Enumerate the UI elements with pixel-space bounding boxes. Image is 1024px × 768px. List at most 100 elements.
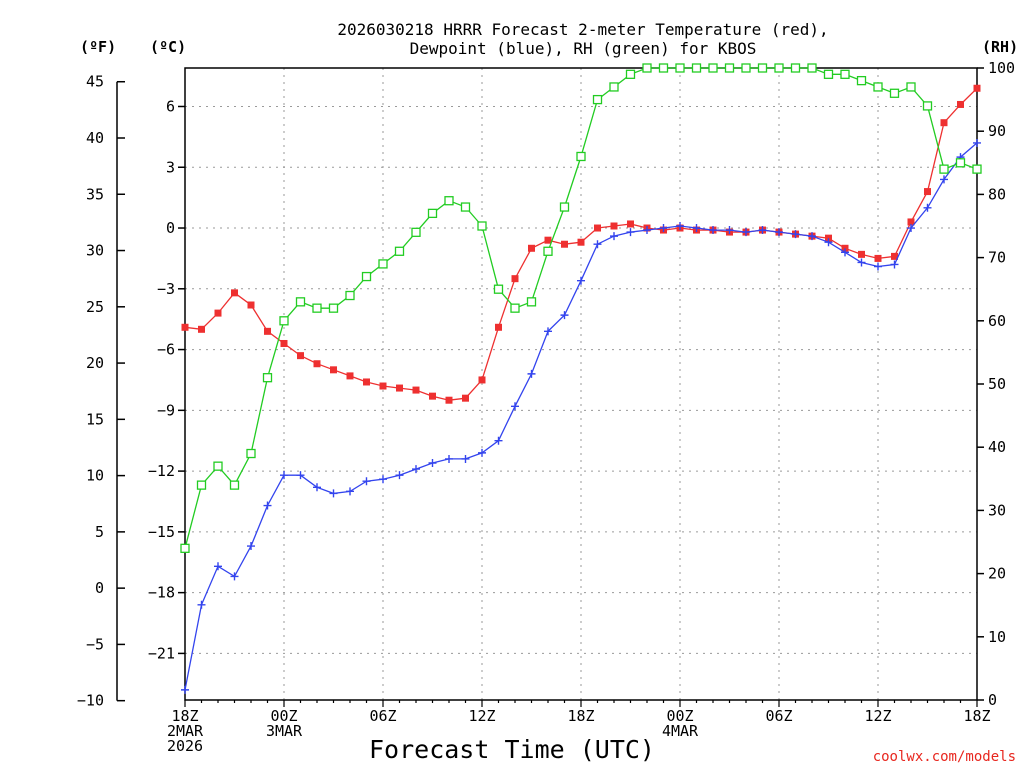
fahrenheit-tick-label: −5 — [86, 635, 104, 653]
dewpoint-point — [857, 258, 866, 267]
dewpoint-point — [923, 203, 932, 212]
rh-point — [229, 480, 240, 490]
celsius-tick-label: −18 — [148, 584, 175, 602]
fahrenheit-tick-label: 5 — [95, 523, 104, 541]
x-tick-label: 12Z — [864, 707, 891, 725]
x-tick-label: 18Z — [567, 707, 594, 725]
rh-tick-label: 70 — [988, 249, 1006, 267]
series-temperature — [181, 84, 981, 404]
temperature-point — [231, 289, 238, 297]
rh-point — [246, 448, 256, 459]
x-tick-label: 06Z — [765, 707, 792, 725]
dewpoint-point — [428, 459, 437, 467]
rh-point — [823, 69, 834, 79]
dewpoint-point — [263, 501, 272, 510]
rh-point — [691, 63, 702, 73]
dewpoint-point — [659, 224, 668, 233]
dewpoint-point — [511, 402, 519, 411]
dewpoint-point — [824, 238, 833, 247]
dewpoint-point — [329, 489, 338, 498]
dewpoint-point — [775, 228, 783, 237]
fahrenheit-tick-label: 40 — [86, 129, 104, 147]
dewpoint-point — [247, 542, 255, 551]
dewpoint-point — [478, 448, 486, 457]
dewpoint-point — [362, 477, 371, 486]
credit-text: coolwx.com/models — [873, 749, 1016, 765]
temperature-point — [379, 382, 387, 390]
temperature-point — [478, 376, 486, 384]
temperature-point — [198, 325, 205, 333]
dewpoint-point — [445, 454, 453, 463]
dewpoint-point — [676, 222, 684, 230]
dewpoint-point — [296, 471, 305, 480]
x-tick-label: 12Z — [468, 707, 495, 725]
rh-point — [460, 202, 471, 212]
dewpoint-point — [841, 248, 849, 257]
rh-unit-label: (RH) — [982, 38, 1018, 56]
fahrenheit-unit-label: (ºF) — [80, 38, 116, 56]
x-tick-label: 3MAR — [266, 722, 303, 740]
celsius-tick-label: −3 — [157, 280, 175, 298]
dewpoint-point — [940, 175, 948, 184]
dewpoint-point — [494, 436, 503, 445]
temperature-point — [610, 222, 618, 230]
dewpoint-point — [313, 483, 321, 492]
rh-point — [675, 63, 685, 73]
celsius-unit-label: (ºC) — [150, 38, 186, 56]
grid-lines — [185, 68, 977, 700]
rh-point — [180, 543, 190, 553]
rh-point — [196, 480, 207, 490]
celsius-tick-label: 3 — [166, 158, 175, 176]
temperature-point — [247, 301, 255, 309]
fahrenheit-tick-label: −10 — [77, 692, 104, 710]
rh-point — [427, 208, 438, 219]
rh-tick-label: 30 — [988, 501, 1006, 519]
rh-tick-label: 20 — [988, 565, 1006, 583]
tick-labels: 454035302520151050−5−10630−3−6−9−12−15−1… — [77, 59, 1015, 755]
temperature-point — [280, 339, 288, 347]
rh-point — [394, 246, 405, 256]
series-dewpoint — [181, 138, 981, 694]
temperature-point — [973, 84, 981, 92]
rh-point — [559, 202, 570, 212]
axes — [116, 67, 978, 701]
dewpoint-point — [692, 224, 701, 233]
temperature-point — [874, 254, 882, 262]
rh-point — [328, 303, 339, 313]
rh-point — [708, 63, 718, 73]
dewpoint-point — [973, 138, 981, 147]
temperature-point — [214, 309, 222, 317]
fahrenheit-tick-label: 45 — [86, 73, 104, 91]
temperature-point — [594, 224, 601, 232]
temperature-point — [462, 394, 469, 402]
dewpoint-point — [379, 475, 387, 484]
temperature-point — [825, 234, 832, 242]
dewpoint-point — [874, 262, 882, 271]
x-tick-label: 4MAR — [662, 722, 699, 740]
rh-point — [477, 221, 487, 231]
temperature-point — [495, 323, 502, 331]
rh-point — [741, 63, 751, 73]
temperature-point — [841, 244, 849, 252]
rh-point — [493, 284, 504, 294]
temperature-point — [907, 218, 915, 226]
rh-point — [774, 63, 784, 73]
chart-title: 2026030218 HRRR Forecast 2-meter Tempera… — [337, 20, 828, 58]
rh-point — [939, 164, 949, 174]
temperature-point — [940, 119, 948, 127]
temperature-point — [891, 252, 898, 260]
title-line: Dewpoint (blue), RH (green) for KBOS — [410, 39, 757, 58]
rh-point — [625, 69, 636, 79]
temperature-point — [412, 386, 420, 394]
temperature-point — [363, 378, 370, 386]
temperature-point — [264, 327, 271, 335]
rh-point — [576, 151, 586, 162]
temperature-point — [297, 352, 304, 360]
temperature-point — [346, 372, 354, 380]
temperature-point — [627, 220, 634, 228]
temperature-point — [396, 384, 403, 392]
celsius-tick-label: −21 — [148, 644, 175, 662]
x-axis-title: Forecast Time (UTC) — [369, 735, 655, 764]
x-tick-label: 18Z — [963, 707, 990, 725]
